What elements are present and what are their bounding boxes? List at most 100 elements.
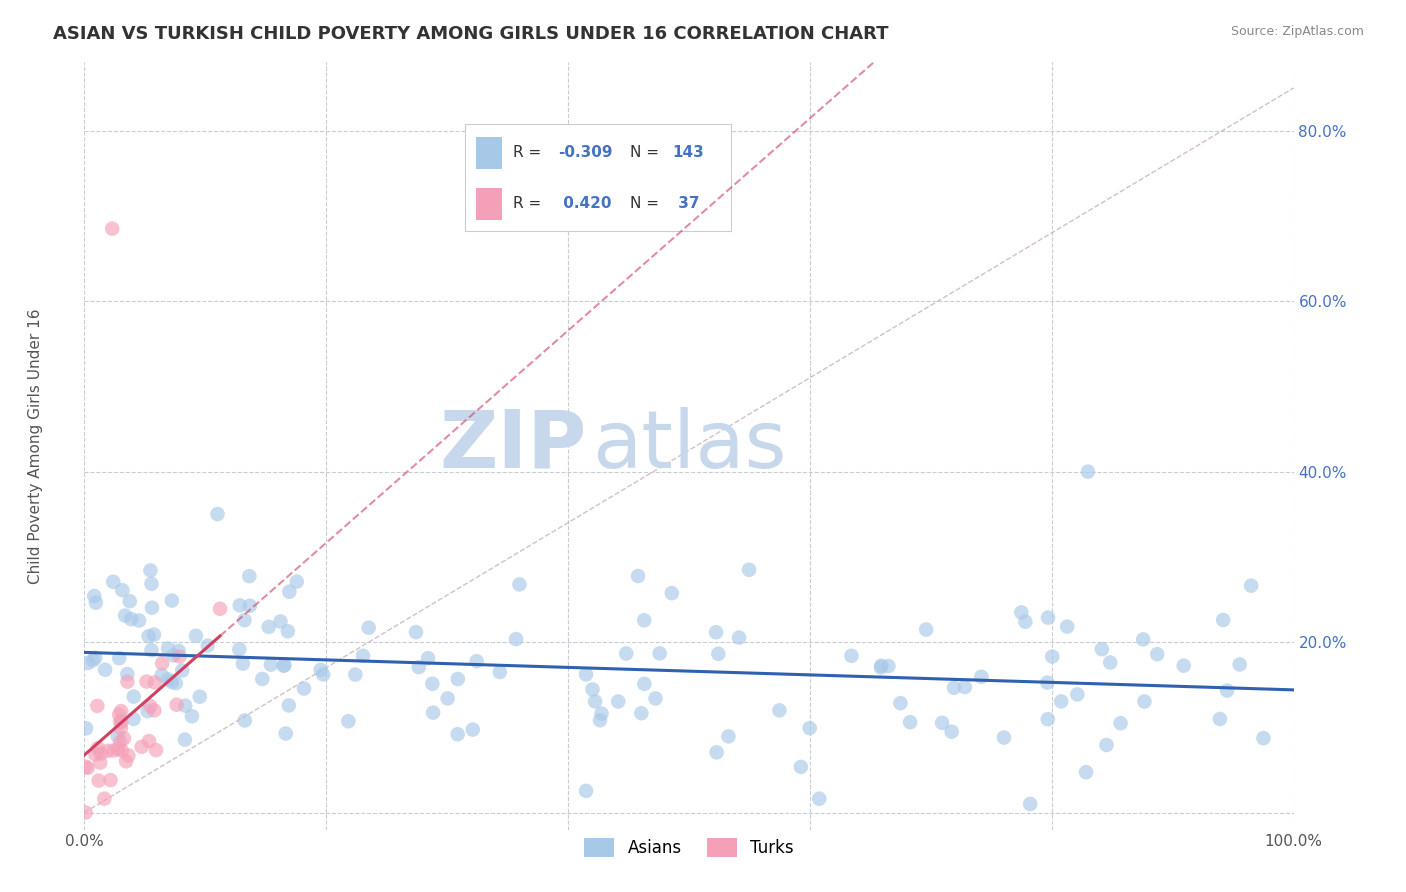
Point: [197, 639, 219, 653]
Point: [447, 672, 470, 686]
Point: [141, 643, 163, 657]
Point: [717, 730, 740, 744]
Point: [408, 660, 430, 674]
Point: [915, 623, 938, 637]
Text: ASIAN VS TURKISH CHILD POVERTY AMONG GIRLS UNDER 16 CORRELATION CHART: ASIAN VS TURKISH CHILD POVERTY AMONG GIR…: [53, 25, 889, 43]
Point: [583, 694, 606, 708]
Point: [416, 651, 439, 665]
Point: [82, 653, 104, 667]
Point: [89, 756, 111, 770]
Point: [228, 642, 250, 657]
Point: [1040, 649, 1063, 664]
Point: [1099, 656, 1122, 670]
Point: [107, 729, 129, 743]
Point: [160, 675, 183, 690]
Point: [1066, 687, 1088, 701]
Point: [706, 745, 728, 759]
Point: [117, 667, 139, 681]
Point: [162, 648, 184, 663]
Point: [1253, 731, 1275, 746]
Point: [312, 667, 335, 681]
Point: [614, 647, 637, 661]
Point: [110, 721, 132, 735]
Point: [790, 760, 813, 774]
Point: [75, 721, 97, 735]
Point: [184, 629, 207, 643]
Text: atlas: atlas: [592, 407, 786, 485]
Point: [422, 677, 444, 691]
Point: [581, 682, 603, 697]
Point: [768, 703, 790, 717]
Point: [461, 723, 484, 737]
Point: [142, 627, 165, 641]
Point: [112, 731, 135, 746]
Point: [704, 625, 727, 640]
Point: [1014, 615, 1036, 629]
Point: [357, 621, 380, 635]
Point: [465, 654, 488, 668]
Point: [139, 698, 162, 713]
Point: [150, 657, 173, 671]
Point: [1095, 738, 1118, 752]
Point: [1109, 716, 1132, 731]
Point: [86, 698, 108, 713]
Point: [292, 681, 315, 696]
Point: [143, 703, 166, 717]
Point: [141, 576, 163, 591]
Point: [77, 656, 100, 670]
Point: [436, 691, 458, 706]
Point: [122, 690, 145, 704]
Point: [1229, 657, 1251, 672]
Point: [508, 577, 530, 591]
Point: [269, 615, 291, 629]
Point: [160, 593, 183, 607]
Point: [278, 584, 301, 599]
Point: [232, 657, 254, 671]
Point: [273, 658, 295, 673]
Point: [728, 631, 751, 645]
Point: [131, 739, 153, 754]
Point: [488, 665, 510, 679]
Point: [1212, 613, 1234, 627]
Point: [150, 668, 173, 682]
Point: [1036, 610, 1059, 624]
Point: [138, 734, 160, 748]
Point: [111, 743, 134, 757]
Point: [1173, 658, 1195, 673]
Point: [108, 735, 131, 749]
Point: [122, 712, 145, 726]
Point: [738, 563, 761, 577]
Point: [138, 629, 160, 643]
Point: [136, 704, 159, 718]
Point: [143, 675, 166, 690]
Point: [337, 714, 360, 729]
Point: [274, 726, 297, 740]
Point: [648, 646, 671, 660]
Point: [120, 612, 142, 626]
Point: [141, 600, 163, 615]
Point: [277, 624, 299, 639]
Point: [94, 663, 117, 677]
Point: [870, 660, 893, 674]
Point: [87, 773, 110, 788]
Point: [575, 667, 598, 681]
Point: [233, 714, 256, 728]
Point: [808, 791, 831, 805]
Point: [627, 569, 650, 583]
Point: [422, 706, 444, 720]
Point: [1240, 579, 1263, 593]
Point: [591, 706, 613, 721]
Point: [84, 650, 107, 665]
Point: [405, 625, 427, 640]
Point: [117, 748, 139, 763]
Point: [103, 743, 125, 757]
Point: [970, 670, 993, 684]
Point: [233, 613, 256, 627]
Text: ZIP: ZIP: [439, 407, 586, 485]
Point: [941, 724, 963, 739]
Point: [157, 673, 180, 687]
Point: [208, 602, 231, 616]
Point: [101, 221, 124, 235]
Point: [75, 805, 97, 820]
Point: [239, 599, 262, 613]
